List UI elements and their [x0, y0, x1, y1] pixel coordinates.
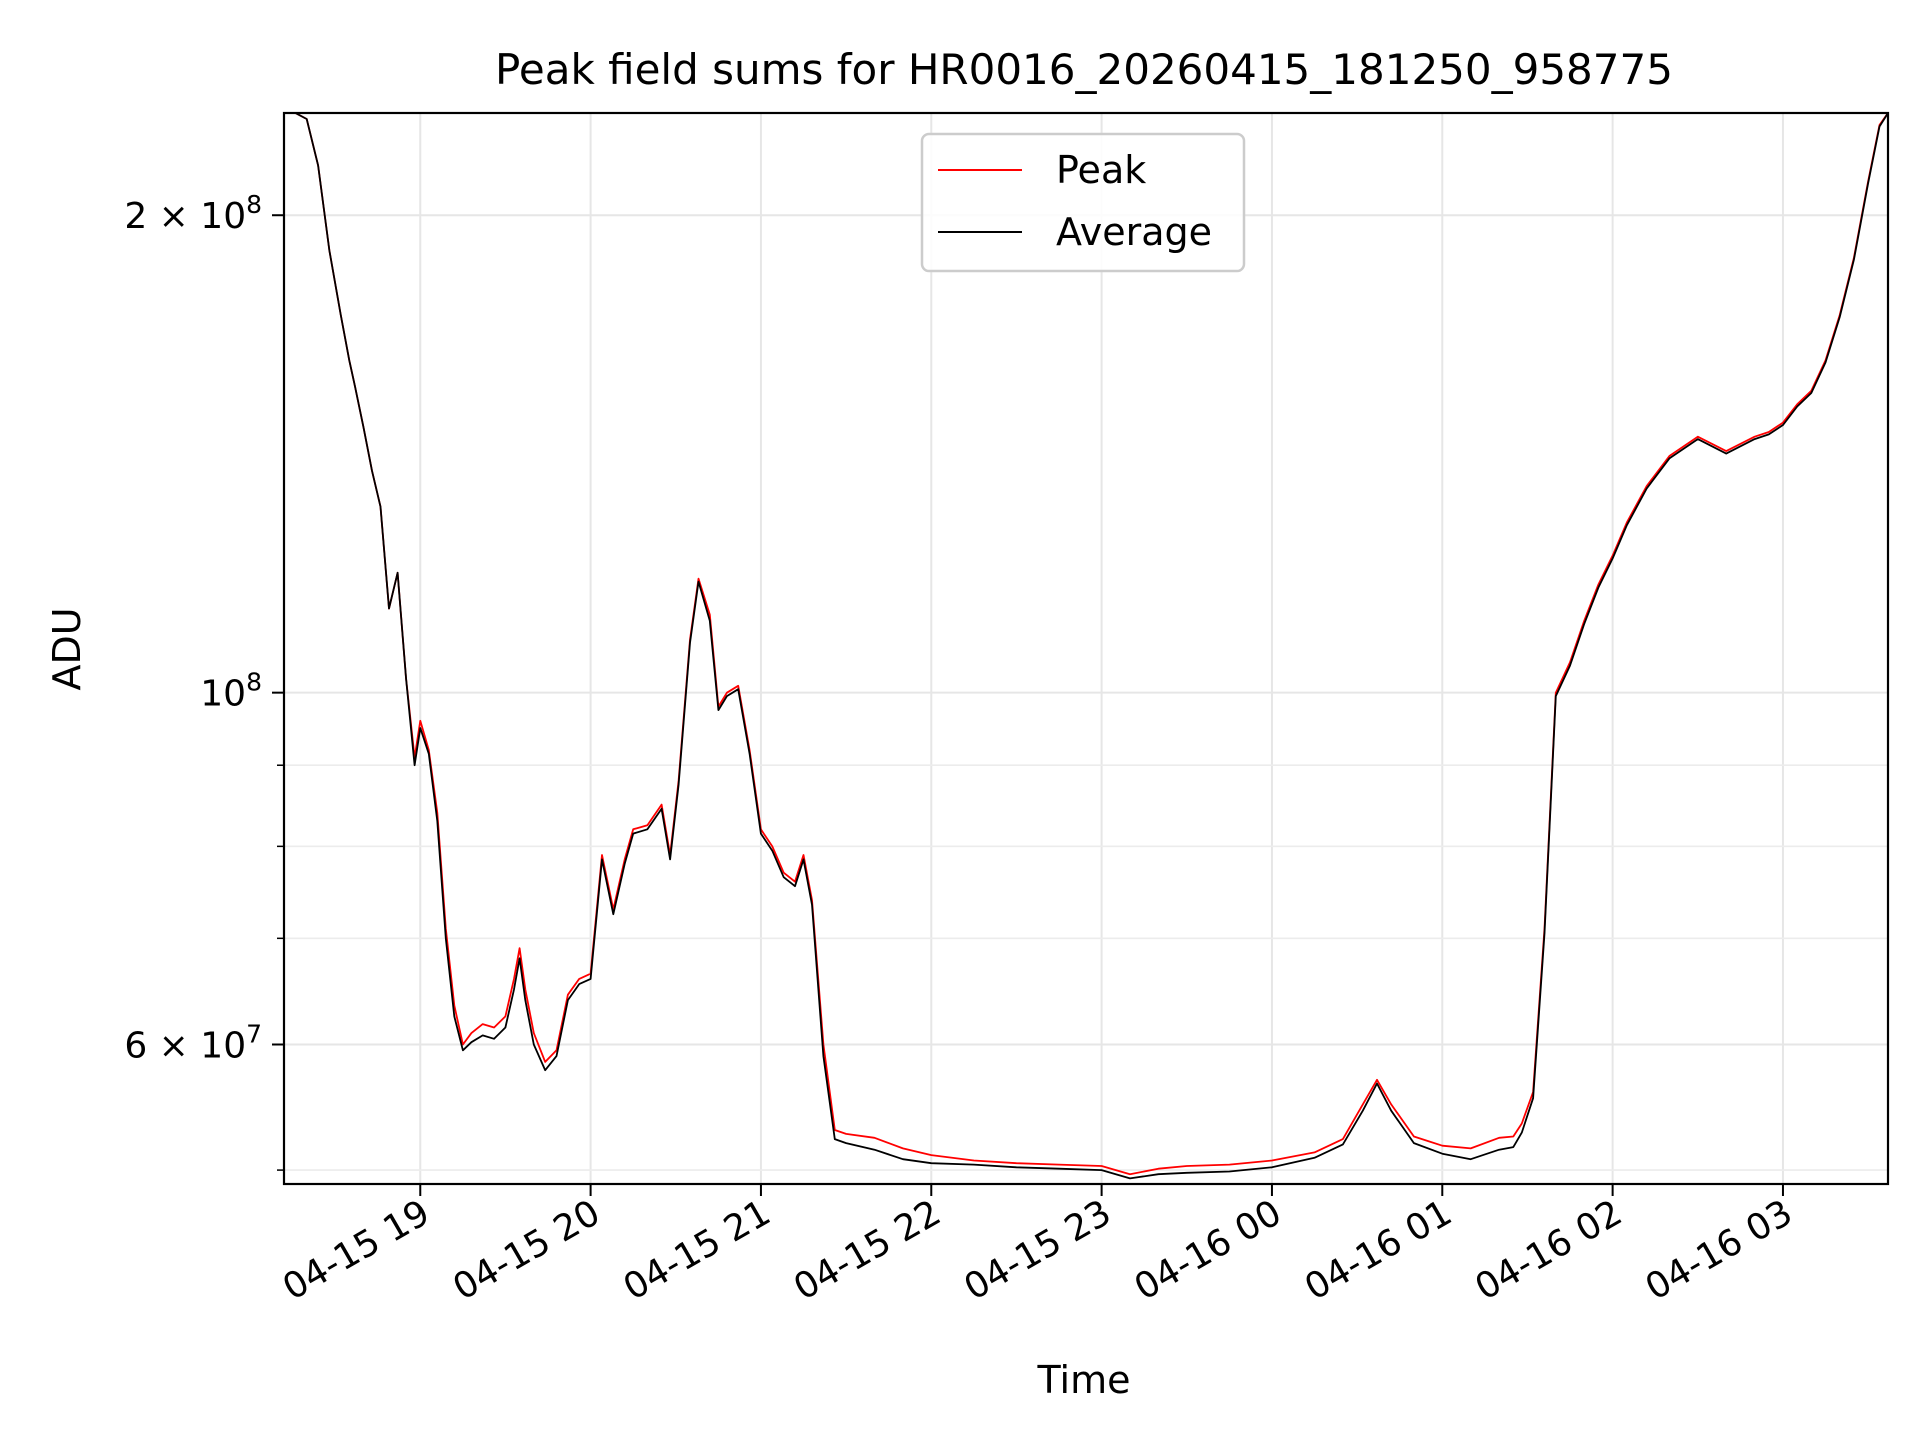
y-tick-label: 6 × 107	[124, 1020, 262, 1067]
legend-box	[920, 132, 1246, 273]
chart-title: Peak field sums for HR0016_20260415_1812…	[495, 45, 1673, 94]
legend-label-average: Average	[1056, 210, 1212, 254]
y-axis-label: ADU	[45, 607, 89, 690]
series-lines	[284, 113, 1888, 1180]
y-tick-label: 2 × 108	[124, 190, 262, 237]
plot-frame	[282, 111, 1890, 1186]
plot-area: 04-15 19 04-15 20 04-15 21 04-15 22 04-15 23…	[124, 111, 1890, 1309]
legend: Peak Average	[920, 132, 1246, 273]
grid	[284, 113, 1888, 1184]
y-tick-label: 108	[200, 668, 262, 715]
legend-label-peak: Peak	[1056, 148, 1146, 192]
plot-background	[284, 113, 1888, 1184]
x-axis-label: Time	[1037, 1358, 1131, 1402]
series-line-average	[284, 113, 1888, 1180]
